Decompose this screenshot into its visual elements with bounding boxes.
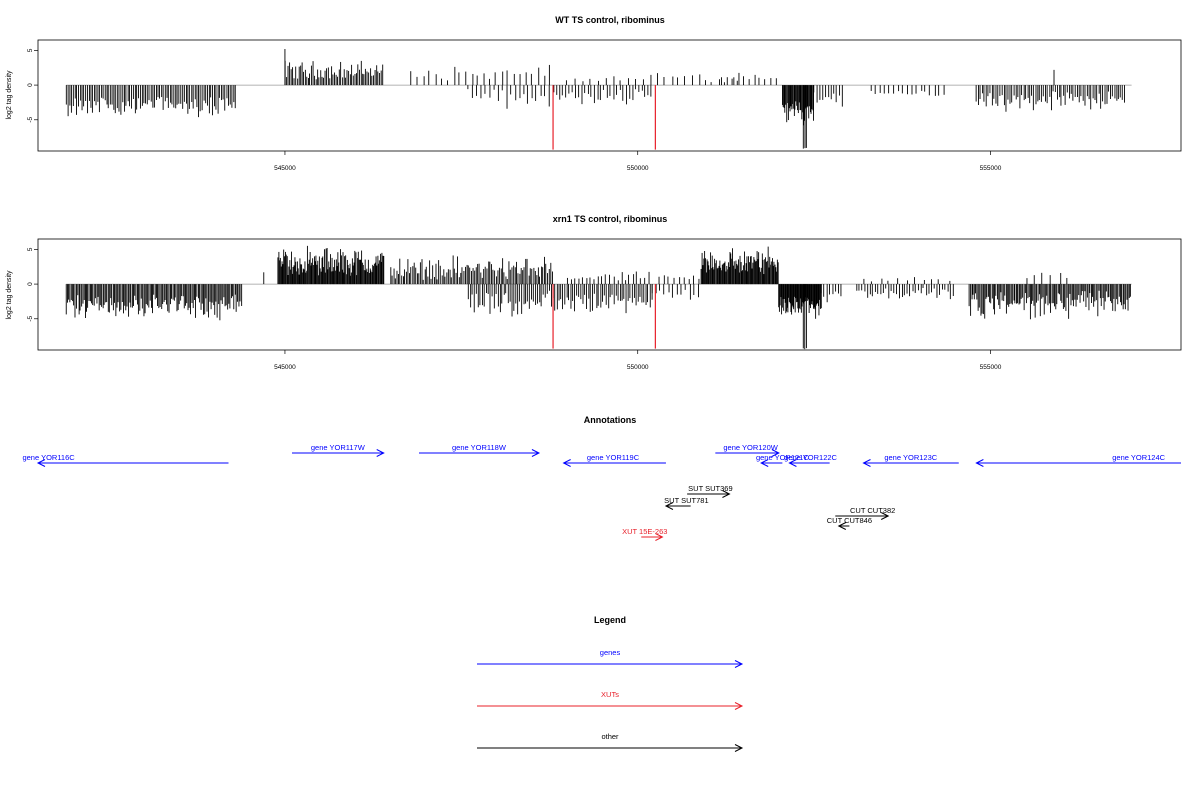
y-axis-label-wt: log2 tag density	[6, 70, 13, 120]
y-ticks-wt: 5 0 -5	[27, 48, 38, 123]
x-tick-label: 545000	[274, 364, 296, 371]
annotation-feature: gene YOR122C	[784, 453, 838, 467]
annotation-label: gene YOR119C	[587, 453, 640, 462]
annotation-label: gene YOR124C	[1112, 453, 1165, 462]
x-tick-label: 550000	[627, 364, 649, 371]
density-bars-xrn1	[65, 245, 1132, 350]
annotation-label: gene YOR118W	[452, 443, 507, 452]
annotation-feature: CUT CUT382	[835, 506, 895, 520]
annotation-feature: SUT SUT781	[664, 496, 709, 510]
annotation-feature: SUT SUT369	[687, 484, 733, 498]
y-tick-label: 0	[27, 282, 34, 286]
legend-item: genes	[477, 648, 744, 668]
x-tick-label: 555000	[980, 165, 1002, 172]
annotation-features: gene YOR116C gene YOR117W gene YOR118W gene…	[22, 443, 1181, 541]
annotation-feature: gene YOR116C	[22, 453, 229, 467]
annotations-title: Annotations	[584, 415, 637, 425]
y-axis-label-xrn1: log2 tag density	[6, 270, 13, 320]
highlight-bars-xrn1	[552, 284, 656, 349]
annotation-label: gene YOR117W	[311, 443, 366, 452]
legend-title: Legend	[594, 615, 626, 625]
annotation-feature: gene YOR124C	[975, 453, 1181, 467]
x-ticks-wt: 545000 550000 555000	[274, 151, 1002, 172]
annotation-feature: XUT 15E-263	[622, 527, 667, 541]
y-ticks-xrn1: 5 0 -5	[27, 247, 38, 322]
annotation-label: CUT CUT382	[850, 506, 895, 515]
y-tick-label: 5	[27, 48, 34, 52]
y-tick-label: 5	[27, 247, 34, 251]
annotation-label: gene YOR116C	[22, 453, 75, 462]
annotation-feature: gene YOR120W	[715, 443, 780, 457]
panel-title-xrn1: xrn1 TS control, ribominus	[553, 214, 668, 224]
plot-frame-xrn1	[37, 238, 1182, 351]
legend-item: other	[477, 732, 744, 752]
annotation-label: gene YOR121C	[756, 453, 809, 462]
annotation-feature: gene YOR119C	[562, 453, 666, 467]
track-panel-wt: WT TS control, ribominus log2 tag densit…	[6, 15, 1182, 172]
annotation-label: CUT CUT846	[827, 516, 872, 525]
annotation-feature: gene YOR118W	[419, 443, 541, 457]
track-panel-xrn1: xrn1 TS control, ribominus log2 tag dens…	[6, 214, 1182, 371]
highlight-bars-wt	[552, 85, 656, 150]
x-tick-label: 555000	[980, 364, 1002, 371]
y-tick-label: -5	[27, 316, 34, 322]
legend-item: XUTs	[477, 690, 744, 710]
annotation-label: XUT 15E-263	[622, 527, 667, 536]
plot-frame-wt	[37, 39, 1182, 152]
annotation-label: SUT SUT781	[664, 496, 708, 505]
annotation-feature: CUT CUT846	[827, 516, 872, 530]
x-tick-label: 550000	[627, 165, 649, 172]
legend-items: genes XUTs other	[477, 648, 744, 752]
annotation-label: gene YOR123C	[884, 453, 937, 462]
legend-label: other	[601, 732, 619, 741]
y-tick-label: 0	[27, 83, 34, 87]
x-tick-label: 545000	[274, 165, 296, 172]
density-bars-wt	[65, 49, 1132, 149]
x-ticks-xrn1: 545000 550000 555000	[274, 350, 1002, 371]
annotation-feature: gene YOR123C	[862, 453, 959, 467]
legend: Legend genes XUTs other	[477, 615, 744, 752]
annotation-feature: gene YOR121C	[756, 453, 809, 467]
annotation-label: gene YOR122C	[784, 453, 837, 462]
legend-label: genes	[600, 648, 621, 657]
annotation-feature: gene YOR117W	[292, 443, 385, 457]
annotation-label: SUT SUT369	[688, 484, 732, 493]
panel-title-wt: WT TS control, ribominus	[555, 15, 665, 25]
y-tick-label: -5	[27, 117, 34, 123]
legend-label: XUTs	[601, 690, 619, 699]
annotation-label: gene YOR120W	[723, 443, 778, 452]
